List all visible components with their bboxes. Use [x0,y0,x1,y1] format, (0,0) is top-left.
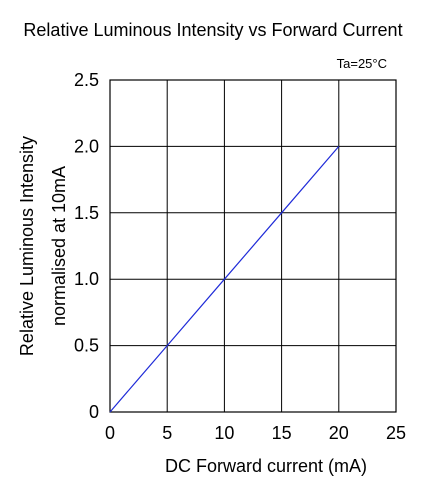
x-tick-label: 15 [272,423,292,443]
y-axis-label-line-1: Relative Luminous Intensity [17,136,37,356]
y-tick-label: 1.0 [74,269,99,289]
y-tick-label: 0.5 [74,336,99,356]
y-tick-label: 0 [89,402,99,422]
x-tick-label: 20 [329,423,349,443]
x-tick-labels: 0 5 10 15 20 25 [105,423,406,443]
chart-title: Relative Luminous Intensity vs Forward C… [23,20,402,40]
y-tick-label: 1.5 [74,203,99,223]
x-tick-label: 25 [386,423,406,443]
y-tick-label: 2.5 [74,70,99,90]
plot-frame [109,79,397,413]
x-tick-label: 0 [105,423,115,443]
series-line-0 [109,146,340,413]
x-tick-label: 5 [162,423,172,443]
x-axis-label: DC Forward current (mA) [165,456,367,476]
y-tick-labels: 0 0.5 1.0 1.5 2.0 2.5 [74,70,99,422]
y-axis-label-line-2: normalised at 10mA [49,166,69,326]
x-tick-label: 10 [214,423,234,443]
y-tick-label: 2.0 [74,136,99,156]
series [109,146,340,413]
annotation-temperature: Ta=25°C [337,56,387,71]
